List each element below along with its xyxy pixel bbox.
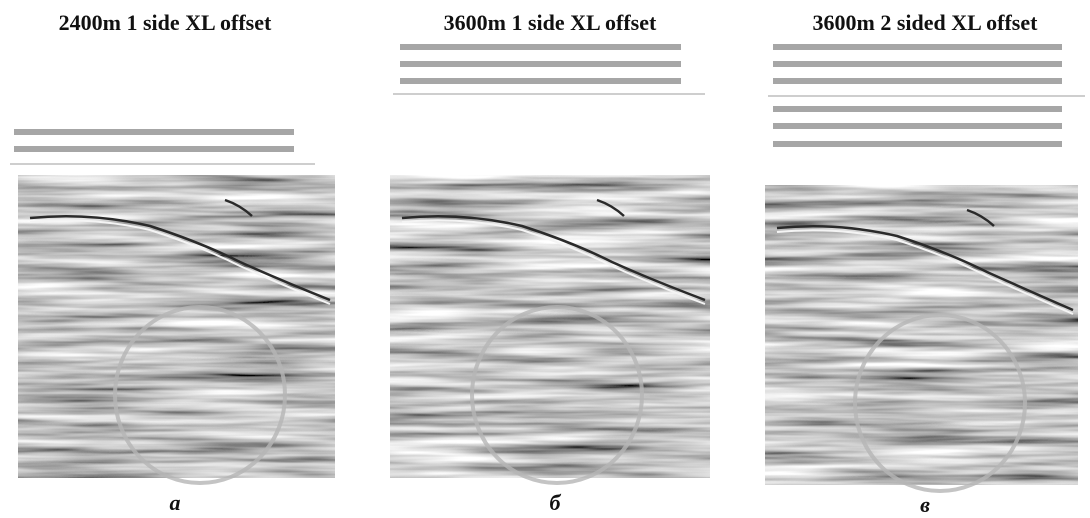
panel-title: 2400m 1 side XL offset	[59, 10, 272, 35]
panel-title: 3600m 2 sided XL offset	[813, 10, 1039, 35]
figure: 2400m 1 side XL offset а 3600m 1 side XL…	[0, 0, 1090, 518]
panel-b: 3600m 1 side XL offset б	[390, 10, 710, 515]
panel-label: в	[920, 492, 930, 517]
panel-a: 2400m 1 side XL offset а	[10, 10, 335, 515]
panel-label: а	[170, 490, 181, 515]
panel-title: 3600m 1 side XL offset	[444, 10, 657, 35]
panel-c: 3600m 2 sided XL offset в	[765, 10, 1085, 517]
panel-label: б	[550, 490, 562, 515]
